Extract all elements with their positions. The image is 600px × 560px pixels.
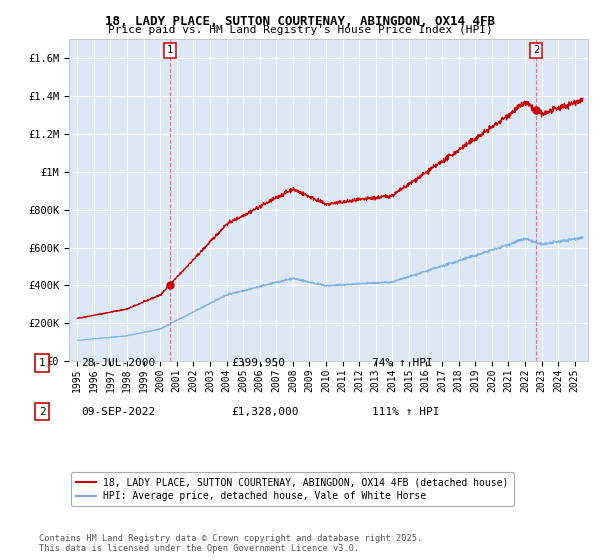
Text: 2: 2 (38, 407, 46, 417)
Text: 74% ↑ HPI: 74% ↑ HPI (372, 358, 433, 368)
Text: Price paid vs. HM Land Registry's House Price Index (HPI): Price paid vs. HM Land Registry's House … (107, 25, 493, 35)
Text: £1,328,000: £1,328,000 (231, 407, 299, 417)
Text: 111% ↑ HPI: 111% ↑ HPI (372, 407, 439, 417)
Text: £399,950: £399,950 (231, 358, 285, 368)
Text: 28-JUL-2000: 28-JUL-2000 (81, 358, 155, 368)
Text: 09-SEP-2022: 09-SEP-2022 (81, 407, 155, 417)
Text: Contains HM Land Registry data © Crown copyright and database right 2025.
This d: Contains HM Land Registry data © Crown c… (39, 534, 422, 553)
Legend: 18, LADY PLACE, SUTTON COURTENAY, ABINGDON, OX14 4FB (detached house), HPI: Aver: 18, LADY PLACE, SUTTON COURTENAY, ABINGD… (71, 473, 514, 506)
Text: 1: 1 (167, 45, 173, 55)
Text: 1: 1 (38, 358, 46, 368)
Text: 2: 2 (533, 45, 539, 55)
Text: 18, LADY PLACE, SUTTON COURTENAY, ABINGDON, OX14 4FB: 18, LADY PLACE, SUTTON COURTENAY, ABINGD… (105, 15, 495, 27)
